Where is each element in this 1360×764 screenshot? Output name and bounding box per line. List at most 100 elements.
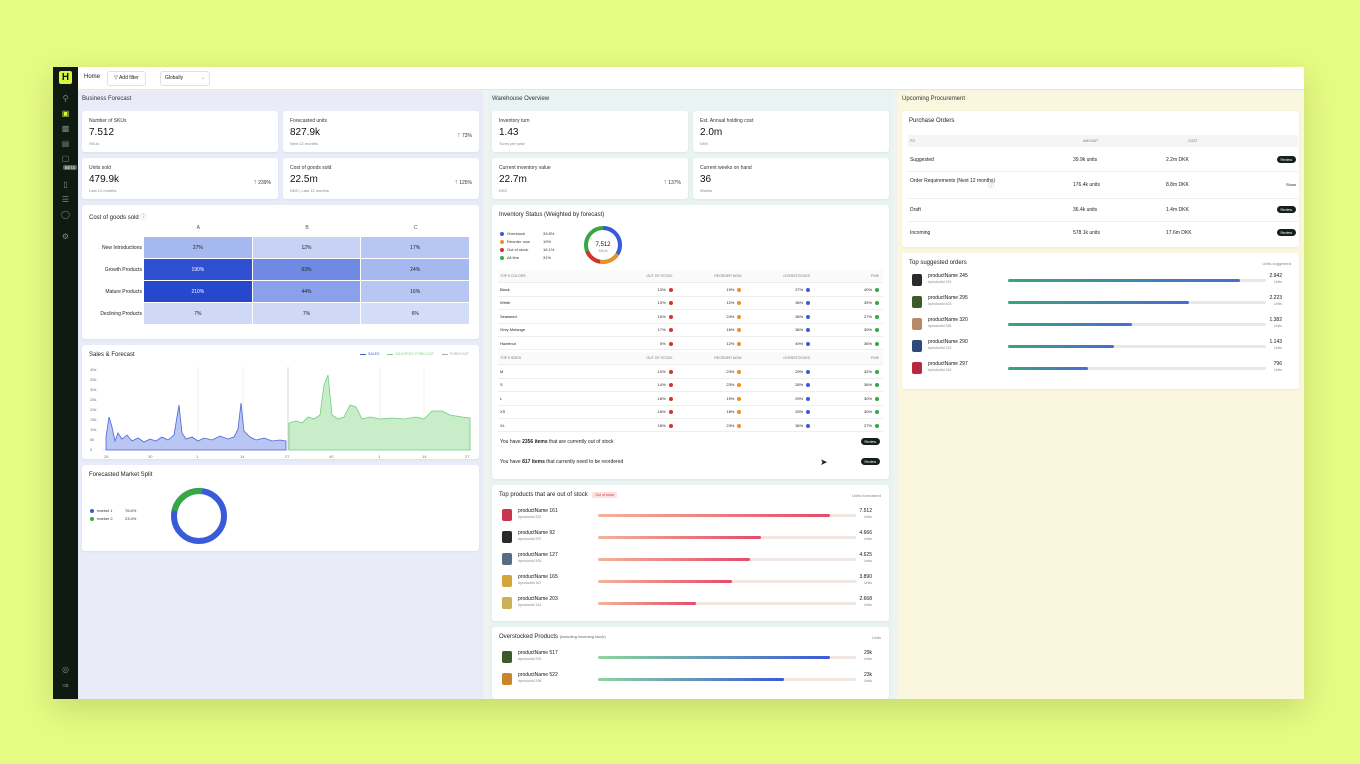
kpi-delta: ↑ 125% <box>454 179 472 186</box>
status-dot <box>668 288 673 293</box>
chart-icon[interactable]: ▯ <box>63 180 68 189</box>
status-legend-item: Reorder now 19% <box>500 238 554 246</box>
td: 12% <box>677 300 746 305</box>
truck-icon[interactable]: ▤ <box>61 139 70 148</box>
arrow-up-icon: ↑ <box>454 179 458 186</box>
po-review-button[interactable]: Review <box>1276 206 1296 213</box>
status-dot <box>737 328 742 333</box>
table-row: Hazelnut 5% 12% 49% 36% <box>498 337 883 351</box>
th: OVERSTOCKED <box>783 274 811 279</box>
heatmap-header: A B C <box>144 225 470 237</box>
add-filter-button[interactable]: ▽ Add filter <box>107 71 146 86</box>
mouse-cursor: ➤ <box>820 457 828 467</box>
globe-icon[interactable]: ◯ <box>61 210 70 219</box>
status-dot <box>875 383 880 388</box>
product-row[interactable]: productName 245 #productId 319 2.942 Units <box>908 270 1288 291</box>
product-row[interactable]: productName 203 #productId 161 2.668 Units <box>498 593 878 614</box>
overstocked-note: (including incoming stock) <box>559 634 606 639</box>
notice-text: that currently need to be reordered <box>544 459 624 465</box>
td: 13% <box>608 300 677 305</box>
td: 16% <box>608 314 677 319</box>
product-name: productName 127 <box>518 552 558 558</box>
td-value: 32% <box>864 369 873 375</box>
units-forecasted-label: Units forecasted <box>852 493 881 498</box>
kpi-label: Current weeks on hand <box>700 165 752 171</box>
scope-select[interactable]: Globally ⌄ <box>160 71 210 86</box>
kpi-value: 827.9k <box>290 127 321 138</box>
status-dot <box>668 341 673 346</box>
sidebar: H ⚲ ▣ ▩ ▤ ▢ BETA ▯ ☰ ◯ ⚙ ◎ ⇒ <box>53 67 78 699</box>
progress-track <box>1008 301 1266 304</box>
bag-icon[interactable]: ▢ <box>61 154 70 163</box>
top-suggested-orders-card: Top suggested orders Units suggested pro… <box>902 253 1299 389</box>
progress-track <box>1008 279 1266 282</box>
kpi-sub: Next 12 months <box>290 141 319 146</box>
product-row[interactable]: productName 127 #productId 303 4.625 Units <box>498 549 878 570</box>
product-row[interactable]: productName 517 #productId 376 29k Units <box>498 647 878 668</box>
info-icon[interactable]: ⓘ <box>140 215 147 221</box>
td-value: 18% <box>657 395 666 401</box>
heatmap-cell: 44% <box>252 281 361 302</box>
box-icon[interactable]: ▩ <box>61 124 70 133</box>
x-tick: 28 <box>104 454 109 459</box>
purchase-orders-card: Purchase Orders PO AMOUNT COST Suggested… <box>902 111 1299 247</box>
forecast-area <box>288 374 471 451</box>
kpi-delta: ↑ 73% <box>457 132 472 139</box>
product-row[interactable]: productName 290 #productId 319 1.143 Units <box>908 336 1288 357</box>
progress-fill <box>1008 301 1189 304</box>
dashboard-icon[interactable]: ▣ <box>61 109 70 118</box>
sales-forecast-chart: 40k 35k 30k 25k 20k 15k 10k 5k 0 28 30 1… <box>90 367 472 459</box>
x-tick: 30 <box>148 454 153 459</box>
th: FINE <box>871 356 880 361</box>
po-review-button[interactable]: Review <box>1276 156 1296 163</box>
product-row[interactable]: productName 92 #productId 297 4.666 Units <box>498 527 878 548</box>
kpi-card: Inventory turn 1.43 Turns per year <box>492 111 688 152</box>
status-dot <box>668 396 673 401</box>
product-row[interactable]: productName 297 #productId 316 796 Units <box>908 358 1288 379</box>
y-tick: 20k <box>90 407 96 412</box>
status-dot <box>875 301 880 306</box>
progress-fill <box>598 656 831 659</box>
filter-icon: ▽ <box>114 75 119 81</box>
lightbulb-icon[interactable]: ◎ <box>62 665 69 674</box>
kpi-card: Cost of goods sold 22.5m DKK | Last 12 m… <box>283 158 479 199</box>
product-row[interactable]: productName 161 #productId 322 7.512 Units <box>498 505 878 526</box>
inventory-status-title: Inventory Status (Weighted by forecast) <box>499 212 605 218</box>
kpi-card: Number of SKUs 7.512 SKUs <box>82 111 278 152</box>
td: 24% <box>677 314 746 319</box>
product-name: productName 203 <box>518 596 558 602</box>
chevron-down-icon: ⌄ <box>200 75 205 81</box>
td-value: 27% <box>864 313 873 319</box>
review-reorder-button[interactable]: Review <box>860 458 880 465</box>
logo[interactable]: H <box>59 71 72 84</box>
kpi-sub: DKK <box>700 141 709 146</box>
td-value: 27% <box>795 287 804 293</box>
product-row[interactable]: productName 522 #productId 298 23k Units <box>498 669 878 690</box>
list-icon[interactable]: ☰ <box>61 195 70 204</box>
breadcrumb-home[interactable]: Home <box>84 74 101 80</box>
kpi-label: Units sold <box>89 165 111 171</box>
product-name: productName 245 <box>928 273 968 279</box>
x-tick: 14 <box>422 454 427 459</box>
info-icon[interactable]: ⓘ <box>988 184 995 190</box>
heatmap-col-label: C <box>413 225 418 231</box>
product-row[interactable]: productName 295 #productId 403 2.223 Units <box>908 292 1288 313</box>
status-name: Reorder now <box>507 239 530 244</box>
market-pct: 76.6% <box>125 508 137 513</box>
td: XL <box>500 422 505 428</box>
product-row[interactable]: productName 320 #productId 335 1.382 Units <box>908 314 1288 335</box>
gear-icon[interactable]: ⚙ <box>61 232 70 241</box>
td: 33% <box>745 409 814 414</box>
td-value: 16% <box>726 327 735 333</box>
all-fine-dot <box>500 255 504 260</box>
status-pct: 33.8% <box>543 231 555 236</box>
review-out-of-stock-button[interactable]: Review <box>860 438 880 445</box>
po-show-button[interactable]: Show <box>1285 182 1296 187</box>
po-review-button[interactable]: Review <box>1276 229 1296 236</box>
cogs-heatmap-card: Cost of goods sold ⓘ A B C New Introduct… <box>82 205 479 339</box>
logout-icon[interactable]: ⇒ <box>62 681 69 690</box>
colors-table: TOP 5 COLORS OUT OF STOCK REORDER NOW OVERS… <box>498 270 883 351</box>
product-row[interactable]: productName 165 #productId 167 3.890 Units <box>498 571 878 592</box>
search-icon[interactable]: ⚲ <box>62 94 69 103</box>
td-value: 30% <box>864 409 873 415</box>
